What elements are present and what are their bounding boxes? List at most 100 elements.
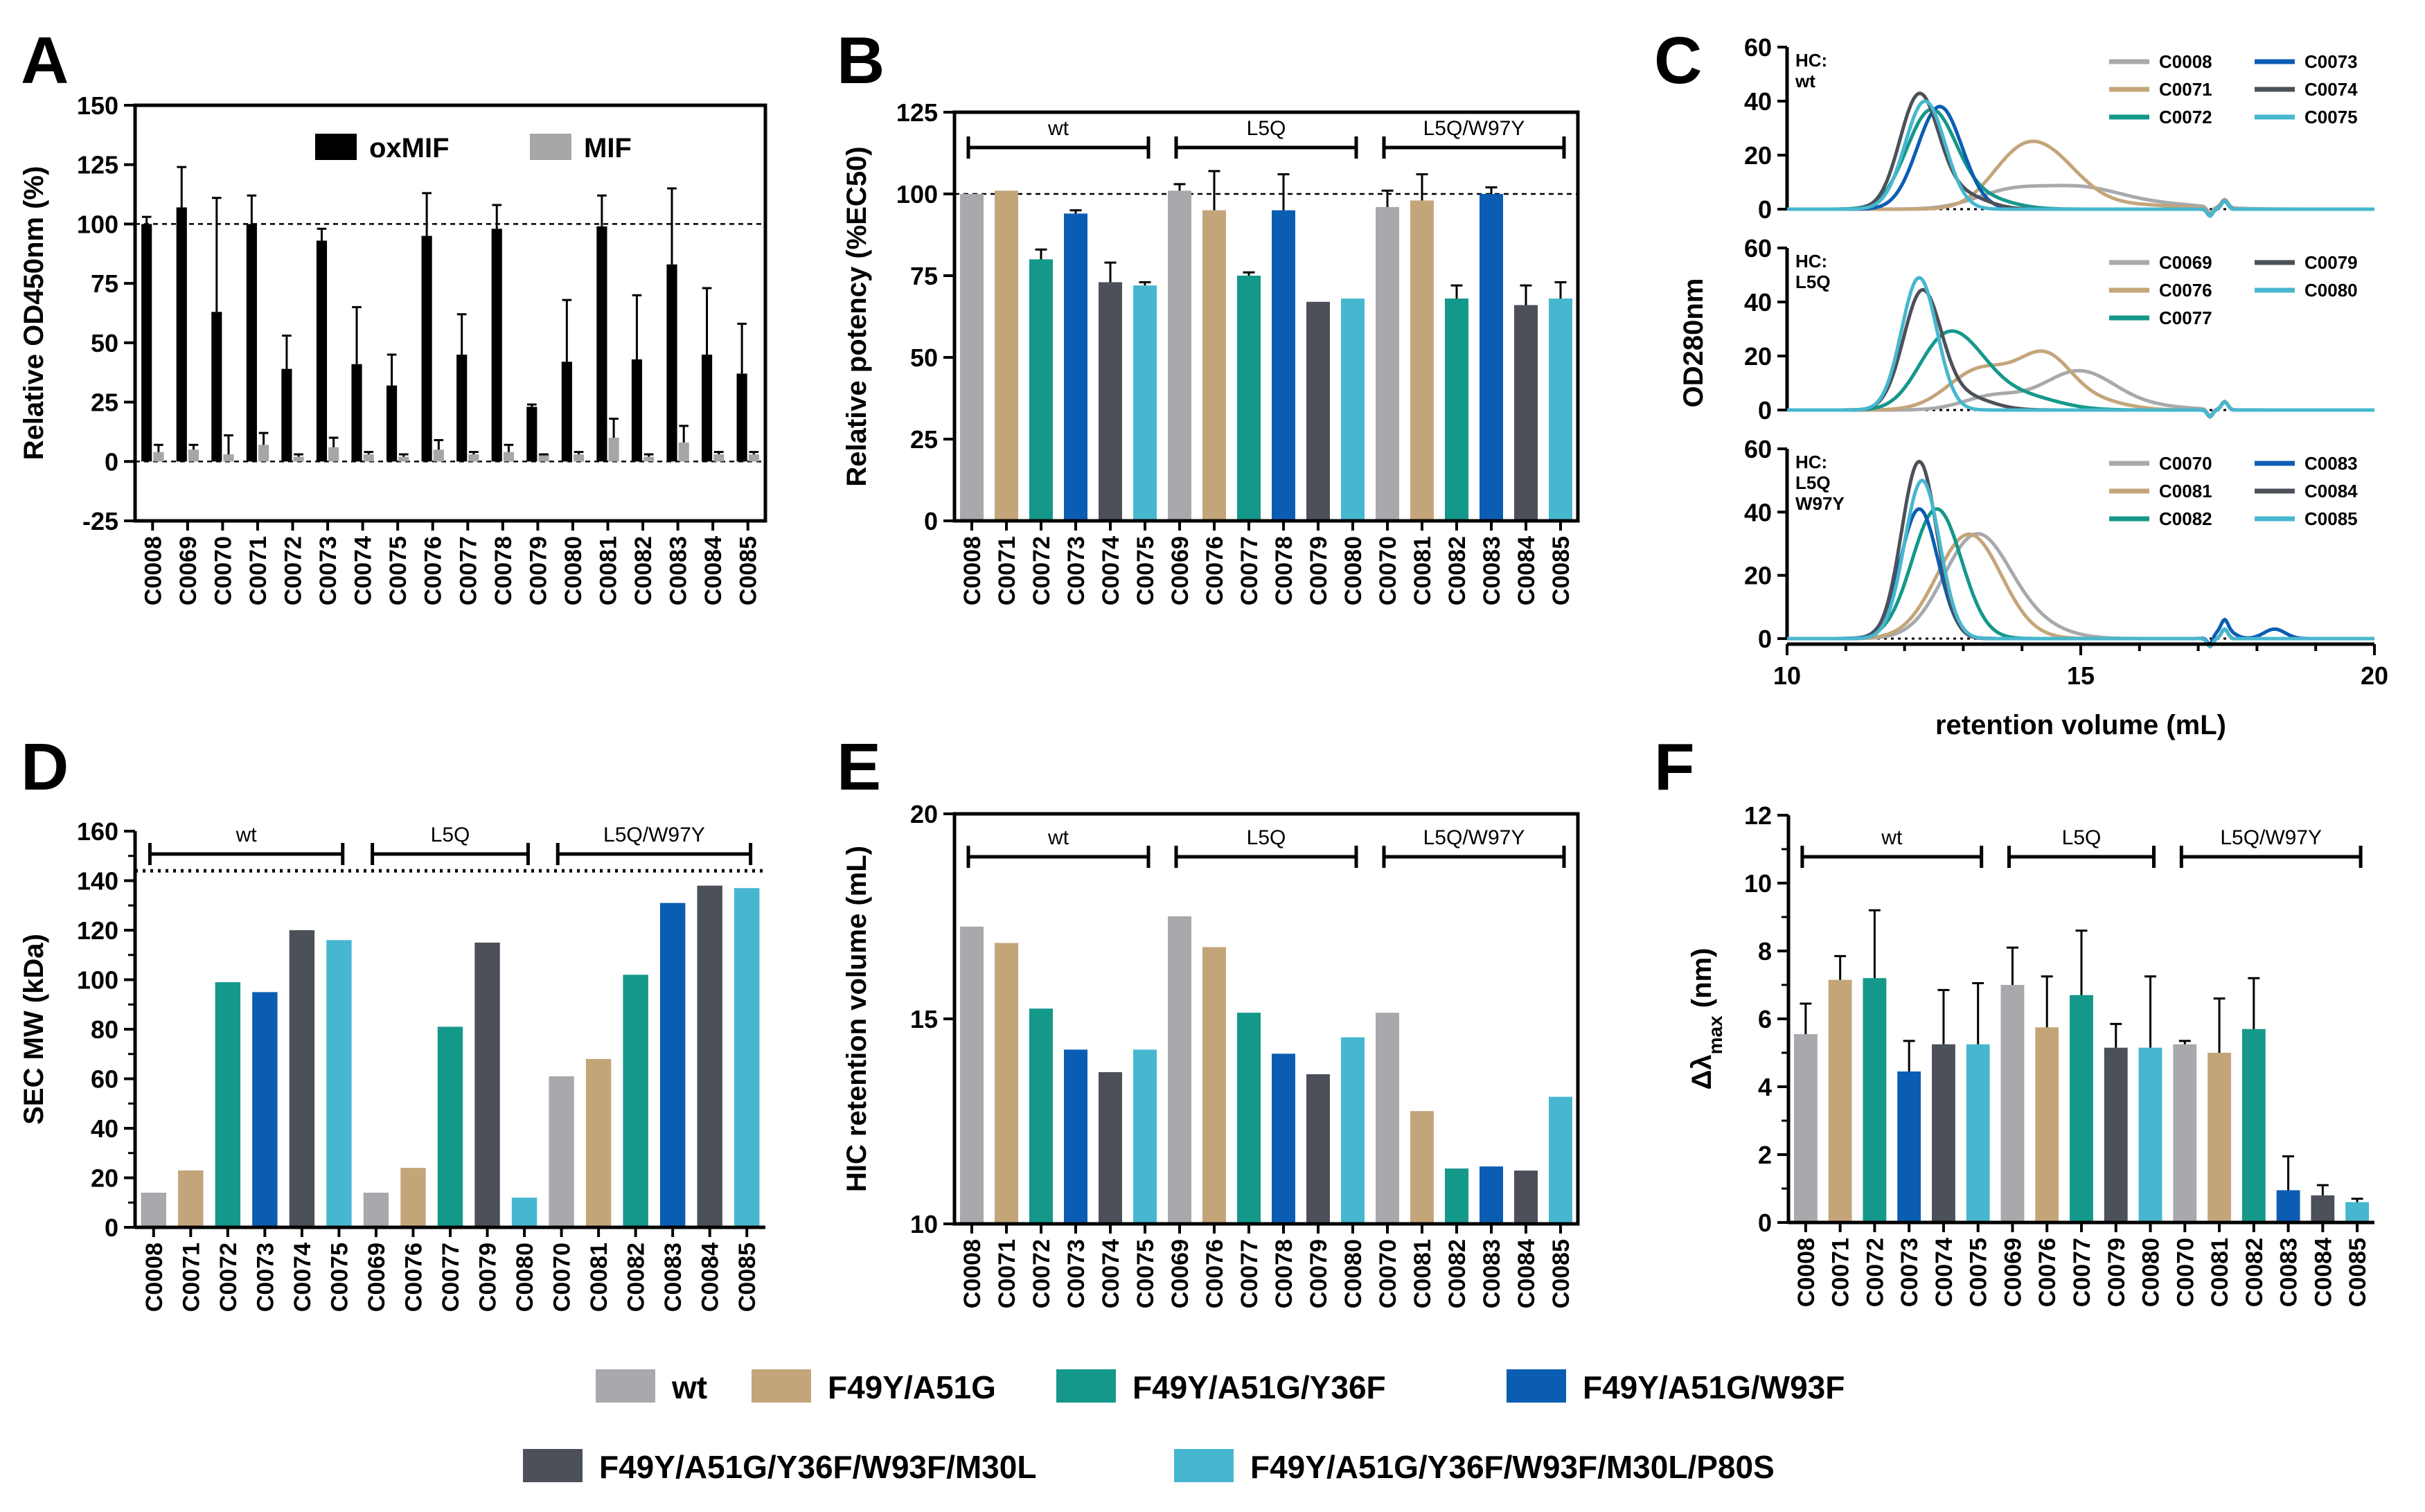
bar xyxy=(215,982,241,1227)
group-label: wt xyxy=(1047,117,1069,140)
y-tick-label: 0 xyxy=(924,507,938,535)
y-tick-label: 20 xyxy=(1744,342,1772,371)
x-tick-label: C0071 xyxy=(994,1239,1020,1308)
x-tick-label: C0079 xyxy=(1306,536,1332,605)
legend-label: C0081 xyxy=(2159,481,2212,501)
legend-label: oxMIF xyxy=(369,133,450,163)
y-tick-label: 100 xyxy=(896,180,938,208)
x-tick-label: C0082 xyxy=(1444,536,1471,605)
x-tick-label: C0074 xyxy=(290,1243,316,1312)
y-tick-label: 160 xyxy=(77,817,118,846)
group-label: L5Q xyxy=(431,824,470,846)
x-tick-label: C0080 xyxy=(512,1243,538,1312)
y-tick-label: 125 xyxy=(896,98,938,127)
bar-oxMIF xyxy=(736,373,747,462)
x-tick-label: C0079 xyxy=(475,1243,501,1312)
x-tick-label: C0070 xyxy=(1375,1239,1401,1308)
x-tick-label: C0085 xyxy=(1548,536,1574,605)
bar xyxy=(1029,1008,1053,1224)
x-tick-label: C0080 xyxy=(2138,1238,2165,1307)
panel-label: D xyxy=(21,730,69,804)
bar xyxy=(2173,1044,2197,1222)
curve-C0083 xyxy=(1787,507,2374,646)
legend-label: C0077 xyxy=(2159,308,2212,328)
x-tick-label: C0081 xyxy=(586,1243,612,1312)
y-axis-title: SEC MW (kDa) xyxy=(19,934,49,1125)
x-tick-label: C0072 xyxy=(281,536,307,605)
bar xyxy=(141,1192,166,1227)
bar xyxy=(585,1058,612,1227)
legend-label: C0073 xyxy=(2304,51,2358,72)
y-tick-label: 0 xyxy=(1758,625,1772,653)
subplot-label: HC: xyxy=(1795,50,1827,71)
bar xyxy=(1168,190,1191,521)
bar xyxy=(1410,200,1434,521)
y-tick-label: 80 xyxy=(91,1015,118,1044)
group-label: wt xyxy=(1881,826,1903,849)
x-tick-label: 20 xyxy=(2361,661,2388,690)
x-tick-label: C0078 xyxy=(490,536,517,605)
bar xyxy=(697,885,722,1227)
bar-MIF xyxy=(293,456,304,462)
x-tick-label: C0084 xyxy=(698,1243,724,1312)
variant-legend: wt F49Y/A51G F49Y/A51G/Y36F F49Y/A51G/W93F F… xyxy=(523,1369,1845,1485)
bar xyxy=(1793,1034,1818,1222)
x-tick-label: C0008 xyxy=(959,1239,986,1308)
y-axis-title-main: Δλ xyxy=(1687,1054,1717,1089)
x-tick-label: C0074 xyxy=(1931,1238,1957,1307)
bar xyxy=(1272,210,1295,521)
panel-f: F 0 2 4 6 8 10 12 C0008 C0071 C0072 C0073 C0074 C0075… xyxy=(1654,730,2374,1307)
x-tick-label: C0071 xyxy=(245,536,272,605)
bar xyxy=(1966,1044,1990,1222)
x-tick-label: 15 xyxy=(2067,661,2095,690)
bar-oxMIF xyxy=(526,407,538,462)
bar-oxMIF xyxy=(246,224,257,462)
y-axis-title: Δλmax (nm) xyxy=(1687,948,1726,1090)
bar xyxy=(1064,213,1087,521)
bar-MIF xyxy=(538,454,549,462)
y-tick-label: 20 xyxy=(1744,141,1772,170)
x-tick-label: C0076 xyxy=(420,536,447,605)
x-tick-label: C0077 xyxy=(2069,1238,2095,1307)
bar xyxy=(1202,210,1226,521)
x-tick-label: C0083 xyxy=(666,536,692,605)
subplot-label: L5Q xyxy=(1795,272,1831,292)
x-tick-label: C0081 xyxy=(596,536,622,605)
bar-MIF xyxy=(328,447,339,462)
bar-MIF xyxy=(643,456,655,462)
bar-MIF xyxy=(363,454,374,462)
subplot-label: HC: xyxy=(1795,251,1827,272)
x-tick-label: C0075 xyxy=(385,536,411,605)
y-tick-label: 25 xyxy=(910,425,938,454)
bar xyxy=(511,1198,538,1227)
x-tick-label: C0080 xyxy=(1340,1239,1367,1308)
y-tick-label: 15 xyxy=(910,1005,938,1033)
bar xyxy=(400,1168,426,1227)
bar xyxy=(2138,1047,2162,1222)
bar xyxy=(474,942,500,1227)
bar-oxMIF xyxy=(701,355,713,462)
x-tick-label: C0085 xyxy=(2345,1238,2371,1307)
bar xyxy=(1549,299,1572,521)
bar-oxMIF xyxy=(491,229,502,462)
legend-label: C0074 xyxy=(2304,79,2358,100)
x-tick-label: C0080 xyxy=(560,536,587,605)
bar xyxy=(2035,1027,2059,1222)
y-tick-label: 8 xyxy=(1758,937,1772,966)
bar xyxy=(1272,1053,1295,1224)
group-label: L5Q/W97Y xyxy=(1423,117,1525,140)
x-tick-label: C0076 xyxy=(1202,536,1228,605)
legend-label: C0069 xyxy=(2159,252,2212,273)
x-tick-label: C0073 xyxy=(1063,536,1090,605)
legend-label: C0072 xyxy=(2159,107,2212,127)
legend-label: C0080 xyxy=(2304,280,2358,301)
bar xyxy=(1064,1049,1087,1224)
x-tick-label: C0075 xyxy=(1132,536,1159,605)
panel-label: B xyxy=(837,24,885,98)
y-tick-label: 40 xyxy=(1744,498,1772,526)
legend-label: wt xyxy=(671,1369,707,1405)
bar xyxy=(1133,285,1157,521)
bar xyxy=(1410,1111,1434,1224)
y-tick-label: 60 xyxy=(1744,33,1772,62)
